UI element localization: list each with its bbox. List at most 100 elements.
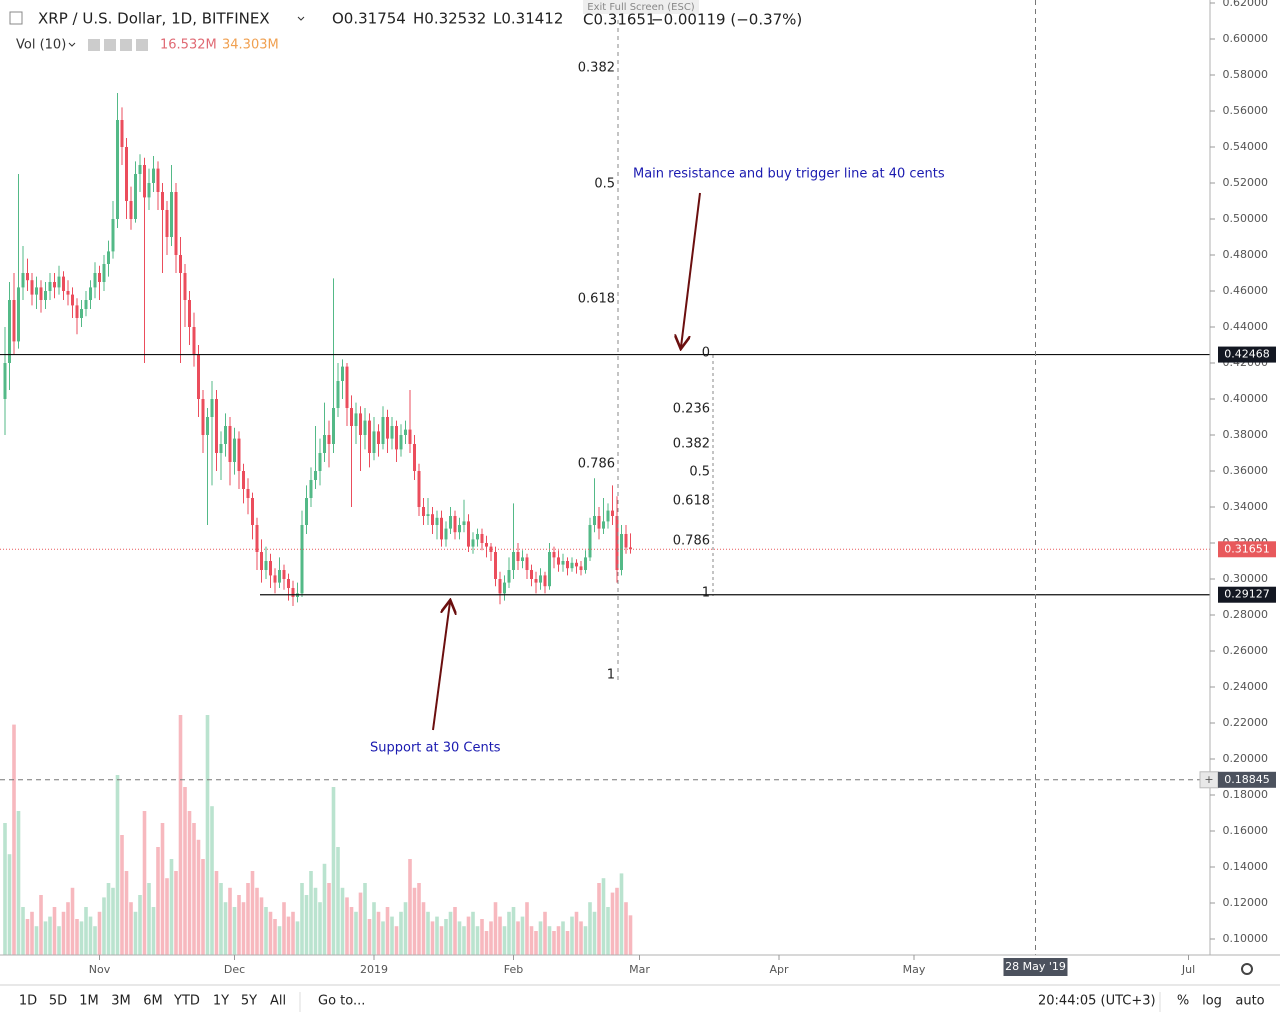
y-tick-label: 0.24000 [1223, 680, 1269, 693]
goto[interactable]: Go to... [318, 994, 365, 1009]
y-tick-label: 0.18000 [1223, 788, 1269, 801]
candle-body [521, 557, 524, 561]
candle-body [165, 210, 169, 237]
range-button[interactable]: 1D [19, 994, 37, 1009]
candle-body [255, 525, 259, 552]
collapse-icon[interactable] [9, 11, 23, 25]
candle-body [71, 294, 74, 306]
volume-bar [187, 811, 192, 955]
volume-bar [507, 911, 511, 955]
candle-body [620, 534, 623, 570]
volume-bar [327, 883, 331, 955]
scale-option[interactable]: % [1177, 994, 1189, 1009]
y-tick-label: 0.20000 [1223, 752, 1269, 765]
y-tick-label: 0.52000 [1223, 176, 1269, 189]
volume-bar [448, 911, 453, 955]
range-button[interactable]: 1Y [213, 994, 229, 1009]
candle-body [606, 510, 610, 522]
range-button[interactable]: 6M [143, 994, 163, 1009]
icon[interactable] [136, 39, 148, 51]
candle-body [233, 438, 236, 462]
scale-option[interactable]: log [1202, 994, 1222, 1009]
candle-body [350, 408, 353, 426]
volume-bar [628, 915, 633, 955]
candle-body [584, 557, 587, 570]
candle-body [291, 588, 295, 597]
volume-bar [579, 921, 583, 955]
volume-bar [439, 926, 444, 955]
candle-body [530, 570, 533, 579]
x-tick-label: Jul [1181, 963, 1195, 976]
range-button[interactable]: 1M [79, 994, 99, 1009]
range-button[interactable]: 3M [111, 994, 131, 1009]
y-tick-label: 0.62000 [1223, 0, 1269, 9]
candle-body [552, 552, 556, 558]
volume-bar [556, 926, 561, 955]
volume-bar [511, 907, 516, 955]
volume-bar [435, 916, 439, 955]
settings-icon[interactable] [1241, 963, 1253, 975]
date-tag-label: 28 May '19 [1005, 960, 1066, 973]
candle-body [206, 417, 209, 435]
volume-bar [534, 931, 538, 955]
candle-body [593, 516, 596, 525]
volume-bar [3, 823, 7, 955]
volume-bar [624, 902, 628, 955]
range-button[interactable]: 5D [49, 994, 67, 1009]
icon[interactable] [104, 39, 116, 51]
candle-body [57, 276, 61, 288]
candle-body [566, 561, 569, 569]
candle-body [386, 417, 389, 439]
candle-body [170, 192, 173, 237]
candle-body [129, 201, 133, 219]
candle-body [318, 453, 322, 471]
icon[interactable] [120, 39, 132, 51]
volume-bar [232, 907, 237, 955]
volume-bar [124, 871, 129, 955]
range-button[interactable]: 5Y [241, 994, 257, 1009]
change: −0.00119 (−0.37%) [651, 11, 802, 29]
volume-bar [390, 916, 394, 955]
candle-body [80, 309, 83, 318]
volume-pane [3, 715, 633, 955]
candle-body [62, 276, 65, 291]
candle-body [467, 521, 470, 547]
candle-body [323, 435, 326, 453]
chevron [297, 16, 305, 21]
exit-fullscreen[interactable] [583, 0, 699, 14]
range-button[interactable]: YTD [173, 994, 200, 1009]
candle-body [507, 570, 511, 583]
price-tag [1218, 771, 1276, 788]
volume-title[interactable]: Vol (10) [16, 38, 66, 53]
volume-bar [484, 931, 489, 955]
drawings: Main resistance and buy trigger line at … [0, 0, 1210, 955]
candle-body [278, 570, 281, 583]
y-tick-label: 0.28000 [1223, 608, 1269, 621]
y-tick-label: 0.16000 [1223, 824, 1269, 837]
candle-body [26, 273, 29, 281]
symbol[interactable]: XRP / U.S. Dollar, 1D, BITFINEX [38, 10, 270, 28]
chevron [68, 42, 76, 47]
candle-body [134, 174, 137, 219]
candle-body [111, 219, 115, 252]
y-tick-label: 0.36000 [1223, 464, 1269, 477]
volume-bar [331, 787, 336, 955]
candle-body [17, 287, 20, 342]
volume-bar [250, 871, 255, 955]
icon[interactable] [88, 39, 100, 51]
candle-body [89, 287, 92, 300]
volume-bar [466, 916, 471, 955]
volume-bar [178, 715, 183, 955]
price-tag [1218, 586, 1276, 603]
range-button[interactable]: All [270, 994, 286, 1009]
candle-body [453, 516, 457, 533]
candle-body [192, 327, 196, 354]
candle-body [557, 557, 560, 565]
y-tick-label: 0.40000 [1223, 392, 1269, 405]
volume-bar [241, 902, 246, 955]
candle-body [363, 420, 367, 435]
x-tick-label: Nov [89, 963, 111, 976]
exit-label[interactable]: Exit Full Screen (ESC) [587, 2, 695, 13]
scale-option[interactable]: auto [1235, 994, 1264, 1009]
